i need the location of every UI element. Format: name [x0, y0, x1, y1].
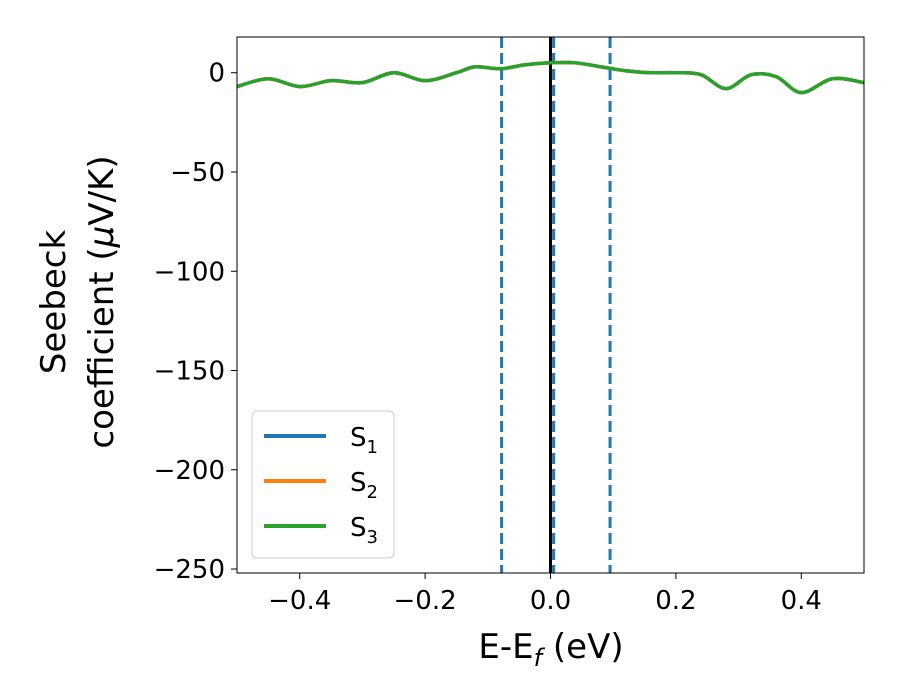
x-tick-label: −0.4: [268, 586, 331, 616]
y-axis-title-line2: coefficient (μV/K): [82, 155, 122, 448]
series-lines: [237, 60, 864, 95]
legend-label: S1: [350, 423, 378, 458]
legend: S1 S2 S3: [251, 410, 395, 559]
y-tick-label: −50: [170, 158, 225, 188]
x-tick-label: 0.0: [530, 586, 571, 616]
y-axis-title-line1: Seebeck: [34, 230, 74, 375]
legend-label: S3: [350, 513, 378, 548]
x-tick-label: 0.4: [781, 586, 822, 616]
legend-label: S2: [350, 468, 378, 503]
y-axis-title-prefix: coefficient (: [82, 247, 122, 448]
y-tick-label: −150: [154, 357, 225, 387]
x-tick-label: 0.2: [655, 586, 696, 616]
y-axis-title: Seebeck coefficient (μV/K): [34, 155, 122, 448]
x-axis-title-unit: (eV): [542, 627, 624, 667]
x-axis-title: E-Ef (eV): [478, 627, 623, 672]
legend-frame: [251, 410, 395, 559]
y-tick-label: −200: [154, 456, 225, 486]
x-axis-ticks: −0.4 −0.2 0.0 0.2 0.4: [268, 573, 822, 616]
legend-entry-s3: S3: [264, 513, 378, 548]
series-line-s3: [237, 60, 864, 95]
y-axis-title-mu: μ: [82, 226, 122, 249]
y-tick-label: 0: [208, 59, 225, 89]
legend-entry-s1: S1: [264, 423, 378, 458]
x-axis-title-main: E-E: [478, 627, 533, 667]
legend-entry-s2: S2: [264, 468, 378, 503]
y-tick-label: −250: [154, 555, 225, 585]
x-tick-label: −0.2: [394, 586, 457, 616]
vertical-reference-lines: [500, 37, 612, 573]
y-axis-ticks: 0 −50 −100 −150 −200 −250: [154, 59, 237, 585]
y-tick-label: −100: [154, 257, 225, 287]
y-axis-title-unit: V/K): [82, 155, 122, 225]
